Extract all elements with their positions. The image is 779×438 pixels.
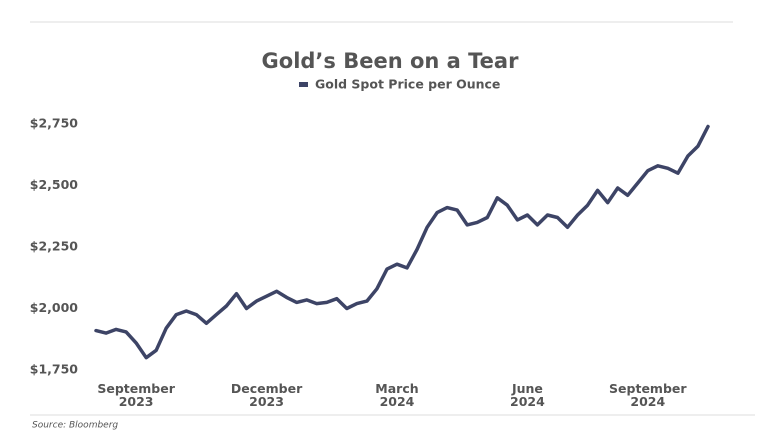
y-tick-label: $2,000 xyxy=(30,300,79,315)
source: Source: Bloomberg xyxy=(32,421,118,431)
y-tick-label: $1,750 xyxy=(30,362,79,377)
chart-title: Gold’s Been on a Tear xyxy=(262,49,520,73)
x-tick-label: December 2023 xyxy=(231,381,303,409)
y-tick-label: $2,500 xyxy=(30,177,79,192)
y-tick-label: $2,750 xyxy=(30,116,79,131)
x-tick-label: June 2024 xyxy=(510,381,545,409)
price-line xyxy=(94,124,710,360)
x-tick-label: September 2023 xyxy=(97,381,175,409)
x-tick-label: September 2024 xyxy=(609,381,687,409)
legend-swatch xyxy=(299,82,308,87)
y-tick-label: $2,250 xyxy=(30,239,79,254)
legend-label: Gold Spot Price per Ounce xyxy=(315,77,500,92)
x-tick-label: March 2024 xyxy=(375,381,418,409)
